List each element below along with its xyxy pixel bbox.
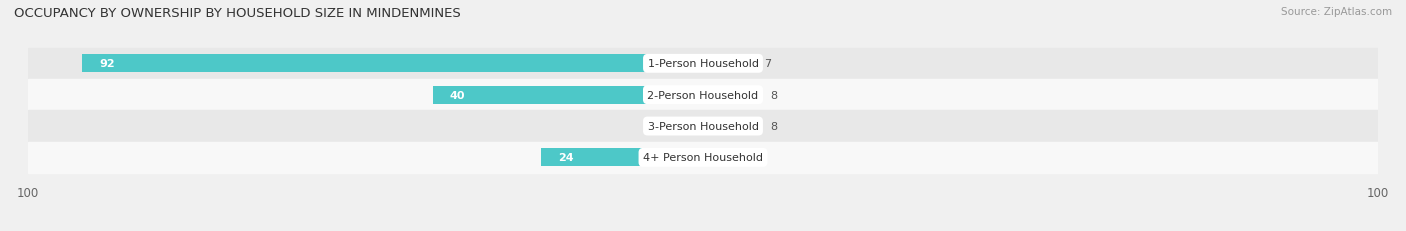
Bar [433, 86, 703, 104]
Bar [28, 111, 1378, 142]
Text: 2-Person Household: 2-Person Household [647, 90, 759, 100]
Text: 8: 8 [770, 90, 778, 100]
Text: 40: 40 [450, 90, 465, 100]
Text: Source: ZipAtlas.com: Source: ZipAtlas.com [1281, 7, 1392, 17]
Text: 3: 3 [662, 122, 669, 131]
Text: OCCUPANCY BY OWNERSHIP BY HOUSEHOLD SIZE IN MINDENMINES: OCCUPANCY BY OWNERSHIP BY HOUSEHOLD SIZE… [14, 7, 461, 20]
Bar [703, 86, 756, 104]
Bar [82, 55, 703, 73]
Text: 3-Person Household: 3-Person Household [648, 122, 758, 131]
Text: 7: 7 [763, 59, 770, 69]
Bar [541, 149, 703, 167]
Bar [28, 80, 1378, 111]
Text: 8: 8 [770, 122, 778, 131]
Bar [703, 117, 756, 136]
Text: 92: 92 [98, 59, 115, 69]
Text: 1: 1 [723, 153, 730, 163]
Bar [703, 55, 751, 73]
Bar [683, 117, 703, 136]
Text: 24: 24 [558, 153, 574, 163]
Bar [28, 142, 1378, 173]
Text: 4+ Person Household: 4+ Person Household [643, 153, 763, 163]
Text: 1-Person Household: 1-Person Household [648, 59, 758, 69]
Bar [703, 149, 710, 167]
Bar [28, 49, 1378, 80]
